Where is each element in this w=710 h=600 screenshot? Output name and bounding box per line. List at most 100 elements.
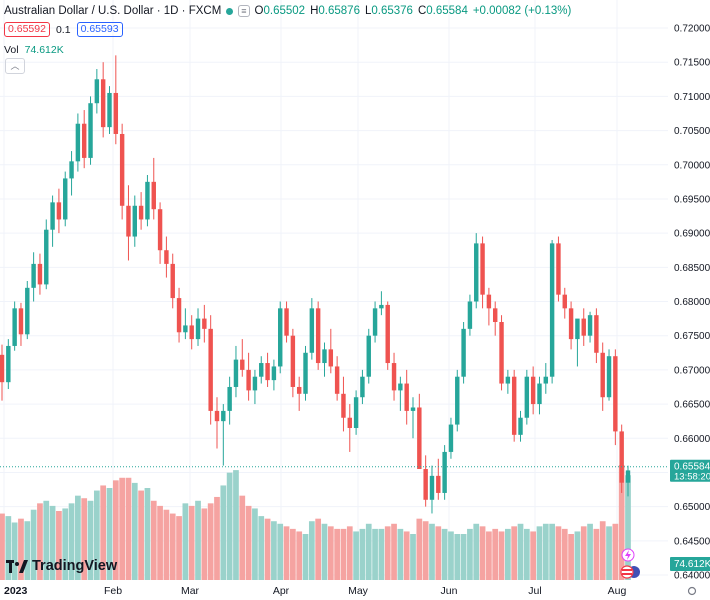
candle-body <box>423 469 428 500</box>
candle-body <box>499 322 504 384</box>
volume-bar <box>473 523 480 580</box>
volume-bar <box>321 523 328 580</box>
candle-body <box>448 424 454 452</box>
candle-body <box>164 250 169 264</box>
candle-body <box>505 376 511 384</box>
chart-grid <box>0 0 668 580</box>
candle-body <box>467 301 473 329</box>
candle-body <box>379 304 384 309</box>
volume-legend-value: 74.612K <box>24 44 64 56</box>
tradingview-mark-icon <box>6 559 28 573</box>
candle-body <box>0 354 5 383</box>
volume-bar <box>258 516 265 580</box>
tradingview-logo[interactable]: TradingView <box>6 558 117 574</box>
candle-body <box>587 315 593 336</box>
candle-body <box>518 417 523 435</box>
volume-bar <box>87 500 94 580</box>
candle-body <box>132 205 138 237</box>
chevron-up-icon[interactable]: ︿ <box>5 58 25 74</box>
volume-bar <box>454 534 461 580</box>
alert-icon[interactable] <box>621 548 635 562</box>
volume-bar <box>68 503 75 580</box>
candle-body <box>442 451 447 493</box>
candle-body <box>556 243 561 295</box>
candle-body <box>214 410 220 422</box>
volume-bar <box>365 523 372 580</box>
volume-bar <box>486 531 492 580</box>
market-open-icon <box>226 7 234 15</box>
candle-body <box>145 181 150 220</box>
volume-bar <box>220 485 227 580</box>
settings-icon[interactable] <box>687 586 697 596</box>
volume-bar <box>169 513 176 580</box>
volume-bar <box>30 509 37 580</box>
ohlc-values: O0.65502 H0.65876 L0.65376 C0.65584 +0.0… <box>254 5 572 17</box>
candle-body <box>221 410 226 422</box>
candle-body <box>233 359 239 387</box>
volume-bar <box>327 526 334 580</box>
volume-bar <box>448 531 454 580</box>
volume-bar <box>397 528 404 580</box>
volume-bar <box>334 528 340 580</box>
x-tick-label: Jun <box>441 585 458 597</box>
candle-body <box>600 352 605 398</box>
volume-bar <box>612 523 619 580</box>
candle-body <box>126 205 131 237</box>
candle-body <box>227 386 232 411</box>
volume-bar <box>163 509 170 580</box>
volume-bar <box>201 508 208 580</box>
y-tick-label: 0.69000 <box>674 229 710 240</box>
candle-body <box>619 431 624 483</box>
volume-bar <box>618 465 625 580</box>
candle-body <box>50 202 55 230</box>
volume-bar <box>587 523 593 580</box>
candle-body <box>119 133 125 206</box>
candle-body <box>284 308 289 336</box>
equals-icon[interactable]: ≡ <box>238 5 250 17</box>
volume-bar <box>49 505 56 580</box>
volume-bar <box>296 531 303 580</box>
volume-bar <box>308 521 315 580</box>
y-tick-label: 0.69500 <box>674 194 710 205</box>
buy-button[interactable]: 0.65593 <box>76 22 123 37</box>
y-tick-label: 0.64000 <box>674 571 710 582</box>
candle-body <box>151 181 156 210</box>
volume-bar <box>176 516 182 580</box>
volume-bar <box>422 521 429 580</box>
y-tick-label: 0.70500 <box>674 126 710 137</box>
candle-body <box>562 294 567 309</box>
candle-body <box>138 205 144 220</box>
candle-body <box>391 363 397 391</box>
volume-bar <box>0 513 5 580</box>
candle-body <box>107 92 112 128</box>
candle-body <box>75 123 81 162</box>
candle-body <box>334 366 340 394</box>
volume-bar <box>277 523 284 580</box>
candle-body <box>492 308 498 323</box>
flag-icon[interactable] <box>620 565 640 579</box>
volume-bar <box>62 508 69 580</box>
candle-body <box>543 376 549 384</box>
volume-bar <box>207 503 214 580</box>
volume-bar <box>315 518 322 580</box>
volume-bar <box>555 526 562 580</box>
y-tick-label: 0.71500 <box>674 58 710 69</box>
volume-bar <box>536 526 543 580</box>
candle-body <box>341 393 346 418</box>
volume-bar <box>100 485 107 580</box>
candle-body <box>265 363 270 381</box>
volume-bar <box>359 528 366 580</box>
volume-bar <box>290 528 296 580</box>
volume-bar <box>498 531 505 580</box>
symbol-title[interactable]: Australian Dollar / U.S. Dollar · 1D · F… <box>4 5 222 17</box>
y-tick-label: 0.67500 <box>674 331 710 342</box>
y-tick-label: 0.70000 <box>674 160 710 171</box>
candle-body <box>436 475 441 493</box>
candle-body <box>353 397 359 428</box>
sell-button[interactable]: 0.65592 <box>4 22 50 37</box>
x-tick-label: Apr <box>273 585 290 597</box>
volume-bar <box>346 526 353 580</box>
volume-bar <box>138 490 144 580</box>
volume-bar <box>504 528 511 580</box>
